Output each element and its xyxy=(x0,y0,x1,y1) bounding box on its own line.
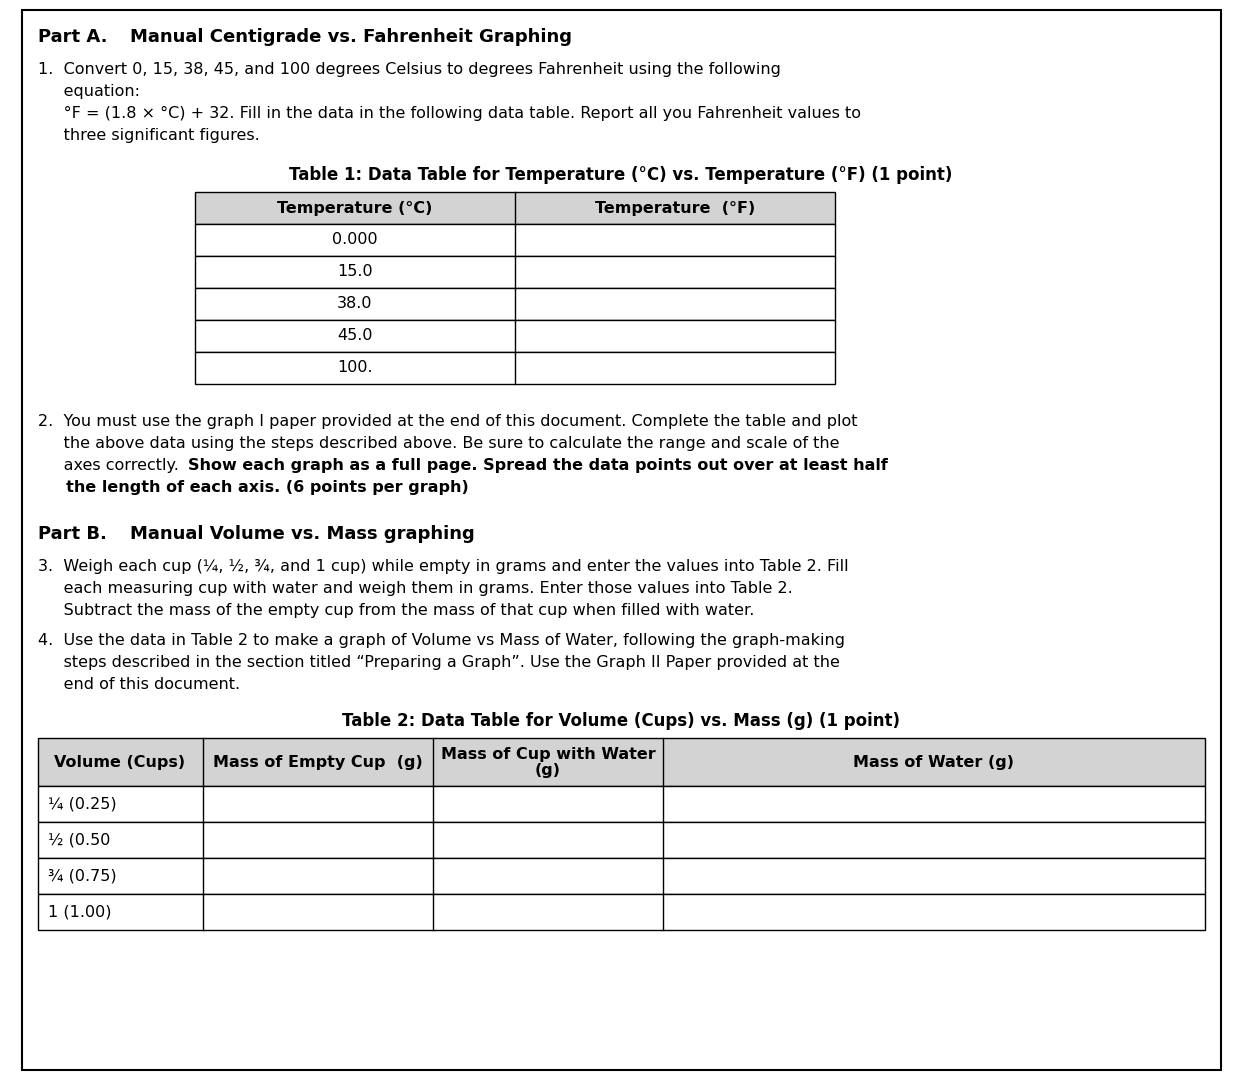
Text: 1.  Convert 0, 15, 38, 45, and 100 degrees Celsius to degrees Fahrenheit using t: 1. Convert 0, 15, 38, 45, and 100 degree… xyxy=(39,62,781,77)
Bar xyxy=(39,786,1204,822)
Bar xyxy=(195,224,835,256)
Text: Show each graph as a full page. Spread the data points out over at least half: Show each graph as a full page. Spread t… xyxy=(188,458,888,473)
Text: (g): (g) xyxy=(534,764,561,779)
Text: each measuring cup with water and weigh them in grams. Enter those values into T: each measuring cup with water and weigh … xyxy=(39,581,793,596)
Text: ¼ (0.25): ¼ (0.25) xyxy=(48,797,117,811)
Text: Mass of Cup with Water: Mass of Cup with Water xyxy=(440,747,655,762)
Text: 0.000: 0.000 xyxy=(332,232,378,247)
Text: 15.0: 15.0 xyxy=(337,265,373,280)
Text: 38.0: 38.0 xyxy=(337,297,373,311)
Bar xyxy=(39,822,1204,858)
Text: steps described in the section titled “Preparing a Graph”. Use the Graph II Pape: steps described in the section titled “P… xyxy=(39,654,840,670)
Text: Volume (Cups): Volume (Cups) xyxy=(55,755,185,769)
Bar xyxy=(39,738,1204,786)
Bar xyxy=(195,352,835,384)
Text: Manual Centigrade vs. Fahrenheit Graphing: Manual Centigrade vs. Fahrenheit Graphin… xyxy=(131,28,572,46)
Bar xyxy=(39,858,1204,894)
Bar xyxy=(39,738,1204,786)
Text: ¾ (0.75): ¾ (0.75) xyxy=(48,868,117,883)
Text: Mass of Water (g): Mass of Water (g) xyxy=(854,755,1014,769)
Text: Part A.: Part A. xyxy=(39,28,107,46)
Text: Subtract the mass of the empty cup from the mass of that cup when filled with wa: Subtract the mass of the empty cup from … xyxy=(39,603,755,618)
Text: Manual Volume vs. Mass graphing: Manual Volume vs. Mass graphing xyxy=(131,525,475,543)
Text: 45.0: 45.0 xyxy=(337,328,373,343)
Text: equation:: equation: xyxy=(39,84,140,99)
Text: °F = (1.8 × °C) + 32. Fill in the data in the following data table. Report all y: °F = (1.8 × °C) + 32. Fill in the data i… xyxy=(39,106,861,121)
Bar xyxy=(195,192,835,224)
Text: Temperature (°C): Temperature (°C) xyxy=(277,201,433,216)
Text: Temperature  (°F): Temperature (°F) xyxy=(595,201,756,216)
Bar xyxy=(195,288,835,320)
Bar xyxy=(39,894,1204,930)
Text: Part B.: Part B. xyxy=(39,525,107,543)
Bar xyxy=(195,192,835,224)
Text: Table 1: Data Table for Temperature (°C) vs. Temperature (°F) (1 point): Table 1: Data Table for Temperature (°C)… xyxy=(290,166,952,184)
Text: 4.  Use the data in Table 2 to make a graph of Volume vs Mass of Water, followin: 4. Use the data in Table 2 to make a gra… xyxy=(39,633,845,648)
Bar xyxy=(195,320,835,352)
Text: 3.  Weigh each cup (¼, ½, ¾, and 1 cup) while empty in grams and enter the value: 3. Weigh each cup (¼, ½, ¾, and 1 cup) w… xyxy=(39,559,849,573)
Text: 2.  You must use the graph I paper provided at the end of this document. Complet: 2. You must use the graph I paper provid… xyxy=(39,414,858,429)
Text: 100.: 100. xyxy=(337,361,373,376)
Text: the length of each axis. (6 points per graph): the length of each axis. (6 points per g… xyxy=(39,480,469,495)
Text: the above data using the steps described above. Be sure to calculate the range a: the above data using the steps described… xyxy=(39,436,839,451)
Text: three significant figures.: three significant figures. xyxy=(39,129,260,143)
Text: Table 2: Data Table for Volume (Cups) vs. Mass (g) (1 point): Table 2: Data Table for Volume (Cups) vs… xyxy=(342,712,900,730)
Text: axes correctly.: axes correctly. xyxy=(39,458,184,473)
Text: 1 (1.00): 1 (1.00) xyxy=(48,905,112,919)
Text: end of this document.: end of this document. xyxy=(39,677,240,692)
Bar xyxy=(195,256,835,288)
Text: ½ (0.50: ½ (0.50 xyxy=(48,833,111,848)
Text: Mass of Empty Cup  (g): Mass of Empty Cup (g) xyxy=(213,755,423,769)
